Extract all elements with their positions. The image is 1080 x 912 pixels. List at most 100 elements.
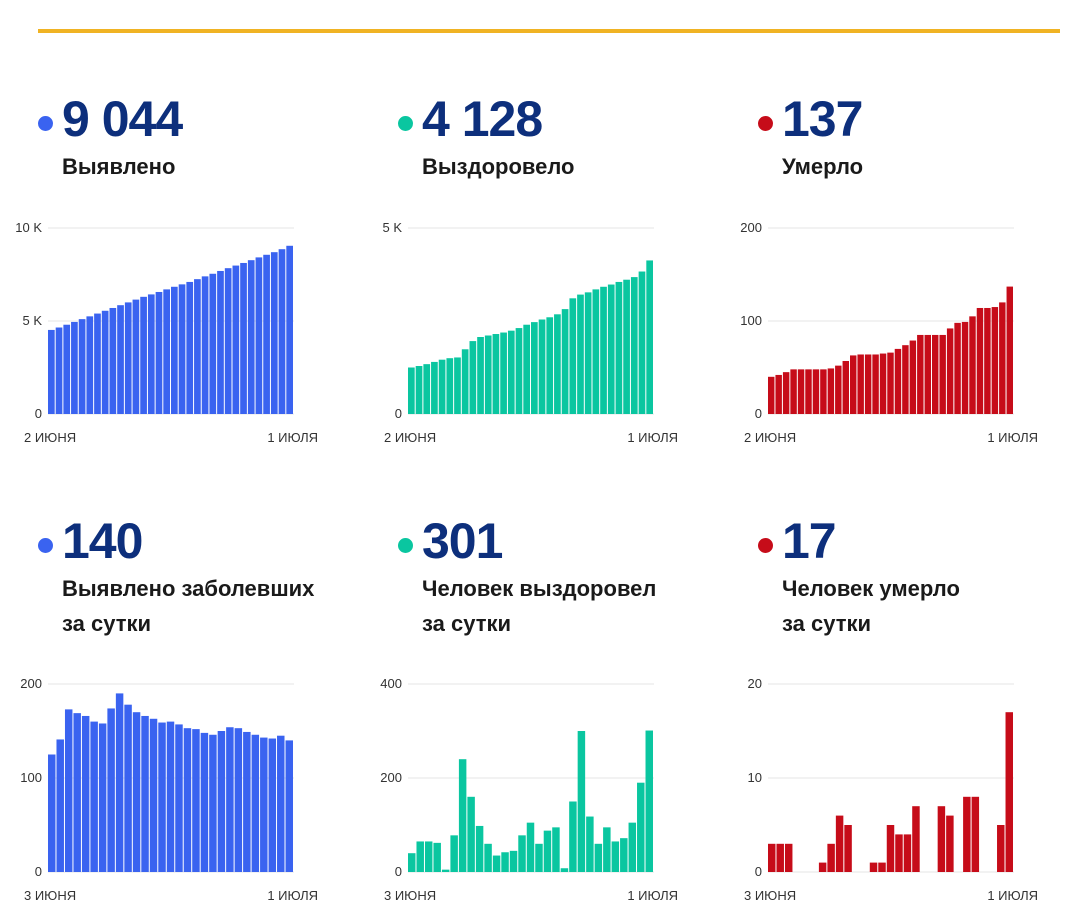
bar <box>416 841 424 872</box>
bar <box>864 354 872 414</box>
bar <box>818 862 827 872</box>
bar <box>820 369 827 414</box>
bar <box>492 334 500 414</box>
bar <box>1005 712 1013 872</box>
bar <box>501 852 509 872</box>
x-tick-label-start: 3 ИЮНЯ <box>24 888 76 903</box>
bar <box>961 321 969 414</box>
bar <box>251 734 260 872</box>
bar <box>90 721 98 872</box>
bar <box>903 834 912 872</box>
stat-label: Умерло <box>782 149 863 184</box>
bar <box>518 835 526 872</box>
bar <box>592 289 600 414</box>
bar <box>946 815 954 872</box>
bar <box>155 291 163 414</box>
y-tick-label: 0 <box>35 406 42 421</box>
bar-chart: 0 10 20 3 ИЮНЯ 1 ИЮЛЯ <box>744 676 1038 903</box>
bar <box>192 729 200 872</box>
bar <box>561 309 569 414</box>
bar <box>408 853 416 872</box>
bar <box>584 292 592 414</box>
x-tick-label-end: 1 ИЮЛЯ <box>987 888 1038 903</box>
bar <box>976 307 984 414</box>
bar <box>924 334 931 414</box>
bar <box>107 708 115 872</box>
bar <box>454 357 461 414</box>
bar <box>200 732 209 872</box>
stat-label-line: Человек выздоровел <box>422 576 657 601</box>
bar <box>286 245 293 414</box>
bar <box>630 277 638 414</box>
bar <box>209 734 217 872</box>
stat-panel-recovered-daily: 301 Человек выздоровел за сутки 0 200 400 3 ИЮ… <box>380 512 738 912</box>
bar <box>946 328 954 414</box>
bar <box>969 316 976 414</box>
bar <box>645 730 653 872</box>
bar <box>577 294 584 414</box>
bar <box>611 841 620 872</box>
bar <box>872 354 879 414</box>
bar <box>615 281 623 414</box>
stat-value: 17 <box>782 513 837 569</box>
bar <box>178 284 186 414</box>
bar <box>637 782 645 872</box>
stat-label-line: Выздоровело <box>422 154 575 179</box>
stat-value: 140 <box>62 513 143 569</box>
bar <box>500 332 507 414</box>
bar <box>73 713 81 872</box>
y-tick-label: 5 K <box>22 313 42 328</box>
bar <box>554 314 561 414</box>
bar <box>277 735 285 872</box>
bar <box>932 334 939 414</box>
bar <box>171 286 178 414</box>
bar <box>438 359 446 414</box>
bar <box>149 718 158 872</box>
bar <box>879 353 887 414</box>
bar <box>424 841 433 872</box>
bar <box>232 265 240 414</box>
bar <box>484 335 492 414</box>
bar <box>577 731 586 872</box>
bar <box>285 740 293 872</box>
y-tick-label: 0 <box>395 406 402 421</box>
legend-dot <box>758 538 773 553</box>
bar <box>586 816 594 872</box>
bar <box>646 260 653 414</box>
bar <box>835 815 844 872</box>
x-tick-label-end: 1 ИЮЛЯ <box>267 430 318 445</box>
bar <box>469 341 477 414</box>
bar <box>78 319 86 414</box>
bar <box>768 376 775 414</box>
bar <box>607 284 615 414</box>
bar-chart: 0 200 400 3 ИЮНЯ 1 ИЮЛЯ <box>380 676 678 903</box>
stat-label: Выздоровело <box>422 149 575 184</box>
bar <box>86 316 94 414</box>
bar <box>415 366 423 414</box>
bar <box>768 843 776 872</box>
bar <box>124 302 132 414</box>
x-tick-label-end: 1 ИЮЛЯ <box>267 888 318 903</box>
stat-value: 301 <box>422 513 503 569</box>
y-tick-label: 200 <box>380 770 402 785</box>
bar <box>1006 286 1013 414</box>
bar <box>552 827 560 872</box>
bar <box>895 834 903 872</box>
stat-panel-detected-total: 9 044 Выявлено 0 5 K 10 K 2 ИЮНЯ 1 ИЮЛЯ <box>15 90 378 454</box>
bar <box>886 825 895 872</box>
legend-dot <box>398 538 413 553</box>
bar <box>827 843 835 872</box>
bar <box>999 302 1006 414</box>
stat-label: Выявлено <box>62 149 175 184</box>
stat-panel-recovered-total: 4 128 Выздоровело 0 5 K 2 ИЮНЯ 1 ИЮЛЯ <box>382 90 738 454</box>
bar <box>827 368 835 414</box>
bar <box>408 367 415 414</box>
bar <box>887 352 894 414</box>
bar <box>186 281 194 414</box>
bar <box>531 322 538 414</box>
bar <box>835 365 842 414</box>
x-tick-label-end: 1 ИЮЛЯ <box>987 430 1038 445</box>
bar <box>209 273 217 414</box>
bar <box>48 329 55 414</box>
bar <box>997 825 1005 872</box>
